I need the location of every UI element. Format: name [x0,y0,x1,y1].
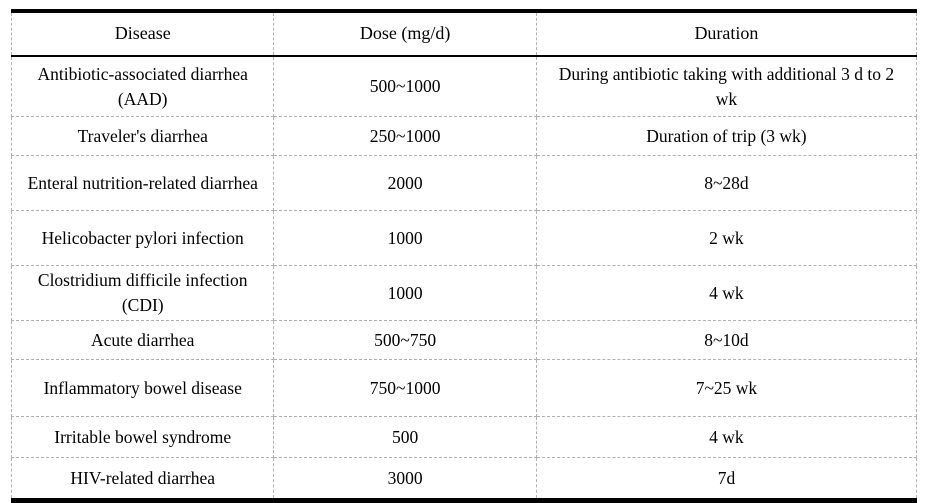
column-header-dose: Dose (mg/d) [273,11,537,57]
dosage-table: Disease Dose (mg/d) Duration Antibiotic-… [10,9,918,503]
dosage-table-container: Disease Dose (mg/d) Duration Antibiotic-… [10,9,918,503]
duration-cell: 7d [535,457,918,501]
dose-cell: 3000 [273,457,537,501]
duration-cell: 7~25 wk [535,359,918,417]
column-header-duration: Duration [535,11,918,57]
duration-cell: 4 wk [535,265,918,321]
table-row: Inflammatory bowel disease 750~1000 7~25 w… [10,359,918,417]
table-header: Disease Dose (mg/d) Duration [10,11,918,57]
disease-cell: HIV-related diarrhea [10,457,275,501]
table-row: Antibiotic-associated diarrhea (AAD) 500~… [10,55,918,117]
disease-cell: Inflammatory bowel disease [10,359,275,417]
header-row: Disease Dose (mg/d) Duration [10,11,918,57]
duration-cell: Duration of trip (3 wk) [535,116,918,156]
table-row: HIV-related diarrhea 3000 7d [10,457,918,501]
table-row: Enteral nutrition-related diarrhea 2000 8~… [10,155,918,211]
table-row: Clostridium difficile infection (CDI) 100… [10,265,918,321]
duration-cell: 2 wk [535,210,918,266]
dose-cell: 2000 [273,155,537,211]
disease-cell: Irritable bowel syndrome [10,416,275,458]
table-row: Irritable bowel syndrome 500 4 wk [10,416,918,458]
disease-cell: Helicobacter pylori infection [10,210,275,266]
dose-cell: 1000 [273,265,537,321]
column-header-disease: Disease [10,11,275,57]
disease-cell: Traveler's diarrhea [10,116,275,156]
table-row: Traveler's diarrhea 250~1000 Duration of t… [10,116,918,156]
dose-cell: 250~1000 [273,116,537,156]
dose-cell: 500~1000 [273,55,537,117]
dose-cell: 500 [273,416,537,458]
table-row: Acute diarrhea 500~750 8~10d [10,320,918,360]
dose-cell: 750~1000 [273,359,537,417]
dose-cell: 500~750 [273,320,537,360]
table-body: Antibiotic-associated diarrhea (AAD) 500~… [10,55,918,501]
dose-cell: 1000 [273,210,537,266]
duration-cell: 8~10d [535,320,918,360]
duration-cell: During antibiotic taking with additional… [535,55,918,117]
duration-cell: 4 wk [535,416,918,458]
disease-cell: Clostridium difficile infection (CDI) [10,265,275,321]
disease-cell: Antibiotic-associated diarrhea (AAD) [10,55,275,117]
disease-cell: Enteral nutrition-related diarrhea [10,155,275,211]
disease-cell: Acute diarrhea [10,320,275,360]
table-row: Helicobacter pylori infection 1000 2 wk [10,210,918,266]
duration-cell: 8~28d [535,155,918,211]
